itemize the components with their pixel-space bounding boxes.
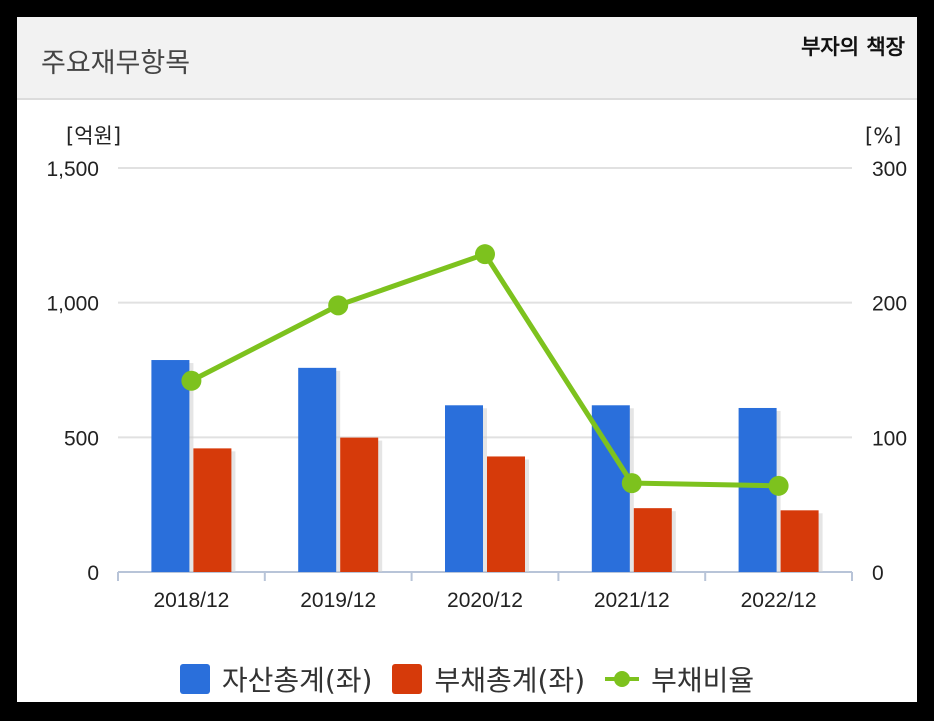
- y-right-unit-label: [%]: [865, 124, 901, 148]
- y-left-tick-label: 1,000: [46, 293, 99, 316]
- bar: [298, 367, 337, 572]
- card-header: 주요재무항목 부자의 책장: [17, 17, 917, 100]
- bar: [340, 437, 379, 572]
- legend-label: 부채총계(좌): [434, 664, 586, 697]
- x-tick-label: 2019/12: [300, 589, 376, 612]
- bar: [487, 456, 525, 572]
- x-tick-label: 2021/12: [594, 589, 670, 612]
- financial-chart: 0 0 500 100 1,000 200 1,500 300 [억원] [%] 2018/12 20…: [46, 124, 907, 612]
- y-right-tick-label: 100: [872, 427, 907, 450]
- chart-legend: 자산총계(좌) 부채총계(좌) 부채비율: [17, 657, 917, 701]
- line-point: [181, 370, 202, 391]
- line-point: [768, 475, 789, 496]
- legend-item: 부채총계(좌): [392, 659, 585, 699]
- legend-label: 부채비율: [651, 664, 755, 697]
- legend-swatch: [392, 664, 423, 694]
- legend-item: 부채비율: [605, 659, 754, 699]
- bar: [780, 510, 819, 572]
- y-right-tick-label: 0: [872, 562, 884, 585]
- y-left-tick-label: 1,500: [46, 158, 99, 181]
- legend-label: 자산총계(좌): [221, 664, 373, 697]
- bar: [633, 508, 672, 572]
- brand-watermark: 부자의 책장: [801, 35, 905, 59]
- y-right-tick-label: 300: [872, 158, 907, 181]
- bar: [193, 448, 232, 572]
- card-title: 주요재무항목: [41, 48, 191, 79]
- y-left-tick-label: 0: [87, 562, 99, 585]
- financial-items-card: 주요재무항목 부자의 책장 0 0 500 100 1,000 200 1,500 300 [억…: [17, 17, 917, 702]
- line-point: [328, 295, 349, 316]
- x-tick-label: 2018/12: [153, 589, 229, 612]
- x-tick-label: 2022/12: [741, 589, 817, 612]
- y-left-tick-label: 500: [64, 427, 99, 450]
- legend-item: 자산총계(좌): [179, 659, 373, 699]
- bar: [445, 405, 483, 572]
- y-right-tick-label: 200: [872, 293, 907, 316]
- legend-swatch: [179, 664, 210, 694]
- x-tick-label: 2020/12: [447, 589, 523, 612]
- bar: [151, 360, 190, 572]
- line-point: [621, 473, 642, 494]
- line-point: [475, 244, 495, 265]
- y-left-unit-label: [억원]: [66, 124, 121, 148]
- legend-line-marker: [605, 664, 640, 694]
